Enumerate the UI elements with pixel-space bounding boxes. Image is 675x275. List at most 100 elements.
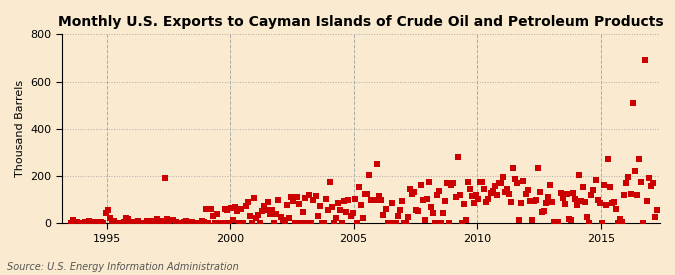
Point xyxy=(88,220,99,225)
Point xyxy=(248,196,259,200)
Point xyxy=(380,207,391,211)
Point xyxy=(376,197,387,202)
Point xyxy=(440,198,451,203)
Point xyxy=(368,198,379,202)
Point xyxy=(215,221,226,225)
Point xyxy=(603,157,614,162)
Point xyxy=(306,221,317,225)
Point xyxy=(370,198,381,202)
Point xyxy=(401,221,412,225)
Point xyxy=(411,208,422,212)
Title: Monthly U.S. Exports to Cayman Islands of Crude Oil and Petroleum Products: Monthly U.S. Exports to Cayman Islands o… xyxy=(58,15,664,29)
Point xyxy=(625,192,636,196)
Point xyxy=(444,221,455,225)
Point xyxy=(180,219,191,223)
Point xyxy=(158,218,169,223)
Point xyxy=(250,216,261,220)
Point xyxy=(433,189,444,194)
Point xyxy=(230,205,241,209)
Point xyxy=(333,201,344,205)
Point xyxy=(431,192,442,197)
Text: Source: U.S. Energy Information Administration: Source: U.S. Energy Information Administ… xyxy=(7,262,238,272)
Point xyxy=(68,217,78,222)
Point xyxy=(98,221,109,225)
Point xyxy=(80,219,90,224)
Point xyxy=(635,180,646,184)
Point xyxy=(570,197,580,201)
Point xyxy=(617,220,628,224)
Point xyxy=(191,221,202,225)
Point xyxy=(133,218,144,223)
Point xyxy=(448,181,459,186)
Point xyxy=(259,204,269,209)
Point xyxy=(335,208,346,212)
Point xyxy=(493,180,504,185)
Point xyxy=(472,197,483,202)
Point xyxy=(423,180,434,184)
Point xyxy=(584,221,595,225)
Point xyxy=(642,199,653,203)
Point xyxy=(596,221,607,225)
Point xyxy=(96,220,107,224)
Point xyxy=(572,203,583,207)
Point xyxy=(113,221,124,225)
Point xyxy=(341,210,352,214)
Point xyxy=(485,191,496,195)
Point xyxy=(321,197,331,202)
Point xyxy=(399,221,410,225)
Point xyxy=(286,194,296,199)
Point xyxy=(254,221,265,225)
Point xyxy=(65,220,76,225)
Point xyxy=(246,221,257,225)
Point xyxy=(234,221,245,225)
Point xyxy=(162,217,173,221)
Point xyxy=(104,216,115,221)
Point xyxy=(516,201,526,205)
Point xyxy=(479,186,490,191)
Point xyxy=(135,221,146,225)
Point xyxy=(178,220,189,225)
Point xyxy=(72,220,82,224)
Point xyxy=(470,192,481,197)
Point xyxy=(193,221,204,225)
Point xyxy=(427,211,438,215)
Point xyxy=(240,204,251,208)
Point xyxy=(284,216,294,221)
Point xyxy=(172,221,183,225)
Point xyxy=(265,212,275,216)
Point xyxy=(300,196,310,200)
Point xyxy=(221,208,232,212)
Point xyxy=(129,221,140,225)
Point xyxy=(403,214,414,219)
Point xyxy=(123,217,134,221)
Point xyxy=(623,175,634,179)
Point xyxy=(613,221,624,225)
Point xyxy=(586,192,597,197)
Point xyxy=(522,188,533,192)
Point xyxy=(524,199,535,204)
Point xyxy=(464,187,475,191)
Point xyxy=(590,178,601,183)
Point xyxy=(174,221,185,225)
Point xyxy=(615,217,626,222)
Point xyxy=(468,201,479,205)
Point xyxy=(275,214,286,219)
Point xyxy=(378,213,389,217)
Point xyxy=(650,214,661,219)
Point xyxy=(611,207,622,211)
Point xyxy=(588,188,599,192)
Point xyxy=(242,200,253,205)
Point xyxy=(152,217,163,222)
Point xyxy=(450,195,461,199)
Point xyxy=(419,218,430,222)
Point xyxy=(325,180,335,184)
Point xyxy=(462,180,473,184)
Point xyxy=(290,221,300,225)
Point xyxy=(374,194,385,199)
Point xyxy=(460,217,471,222)
Point xyxy=(271,212,282,216)
Point xyxy=(601,202,612,207)
Point xyxy=(244,214,255,218)
Point xyxy=(82,221,92,225)
Point xyxy=(168,218,179,222)
